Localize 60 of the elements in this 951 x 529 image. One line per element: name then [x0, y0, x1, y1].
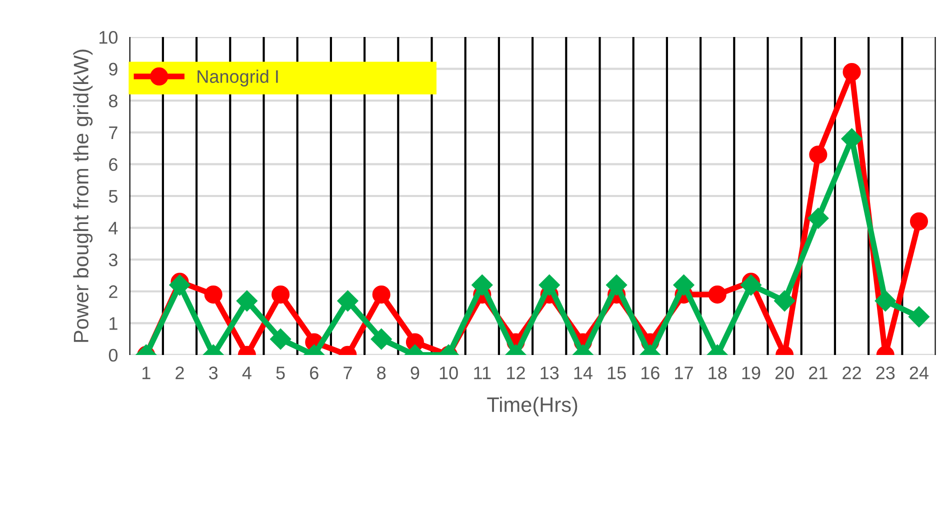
- point: [842, 62, 861, 82]
- point: [841, 128, 862, 150]
- x-tick-label: 22: [842, 366, 861, 380]
- y-tick-label: 9: [109, 62, 118, 76]
- x-tick-label: 14: [574, 366, 592, 380]
- x-tick-label: 2: [176, 366, 184, 380]
- point: [270, 328, 292, 350]
- point: [204, 286, 222, 304]
- x-tick-label: 5: [276, 366, 285, 380]
- point: [708, 286, 726, 304]
- y-tick-label: 10: [100, 30, 118, 44]
- x-tick-label: 11: [474, 366, 491, 380]
- point: [337, 290, 358, 312]
- x-tick-label: 19: [742, 366, 760, 380]
- point: [874, 290, 896, 312]
- x-tick-label: 20: [775, 366, 794, 380]
- y-axis-title: Power bought from the grid(kW): [73, 50, 93, 342]
- point: [908, 306, 930, 328]
- x-tick-label: 24: [910, 366, 928, 380]
- y-tick-label: 2: [109, 285, 118, 298]
- x-tick-label: 10: [440, 366, 458, 380]
- x-tick-label: 7: [344, 366, 352, 380]
- legend-label: Nanogrid I: [198, 70, 278, 87]
- point: [272, 286, 290, 304]
- x-tick-label: 15: [608, 366, 626, 380]
- y-tick-label: 4: [108, 222, 118, 234]
- x-tick-label: 9: [410, 366, 420, 380]
- point: [740, 274, 762, 296]
- x-tick-label: 18: [708, 366, 727, 380]
- x-tick-label: 17: [675, 366, 693, 380]
- point: [910, 212, 928, 230]
- y-tick-label: 3: [108, 254, 118, 266]
- point: [372, 286, 390, 304]
- point: [538, 274, 560, 296]
- y-tick-label: 0: [108, 348, 118, 362]
- point: [808, 208, 829, 229]
- point: [774, 290, 796, 312]
- point: [370, 328, 392, 350]
- x-tick-label: 3: [209, 366, 218, 380]
- y-tick-label: 1: [110, 317, 118, 330]
- point: [472, 274, 493, 296]
- x-tick-label: 21: [809, 366, 828, 380]
- x-tick-label: 1: [142, 366, 150, 380]
- point: [236, 290, 258, 312]
- x-axis-title: Time(Hrs): [487, 396, 578, 416]
- x-tick-label: 4: [242, 366, 252, 380]
- y-tick-label: 6: [109, 158, 118, 171]
- y-tick-label: 5: [108, 190, 118, 203]
- x-tick-label: 16: [642, 366, 660, 380]
- point: [809, 146, 828, 164]
- y-tick-label: 8: [108, 94, 118, 108]
- point: [673, 274, 694, 296]
- y-tick-label: 7: [109, 126, 118, 139]
- point: [606, 274, 628, 296]
- x-tick-label: 13: [540, 366, 559, 380]
- point: [169, 274, 190, 296]
- x-tick-label: 23: [876, 366, 895, 380]
- x-tick-label: 6: [310, 366, 318, 380]
- x-tick-label: 8: [377, 366, 386, 380]
- x-tick-label: 12: [507, 366, 525, 380]
